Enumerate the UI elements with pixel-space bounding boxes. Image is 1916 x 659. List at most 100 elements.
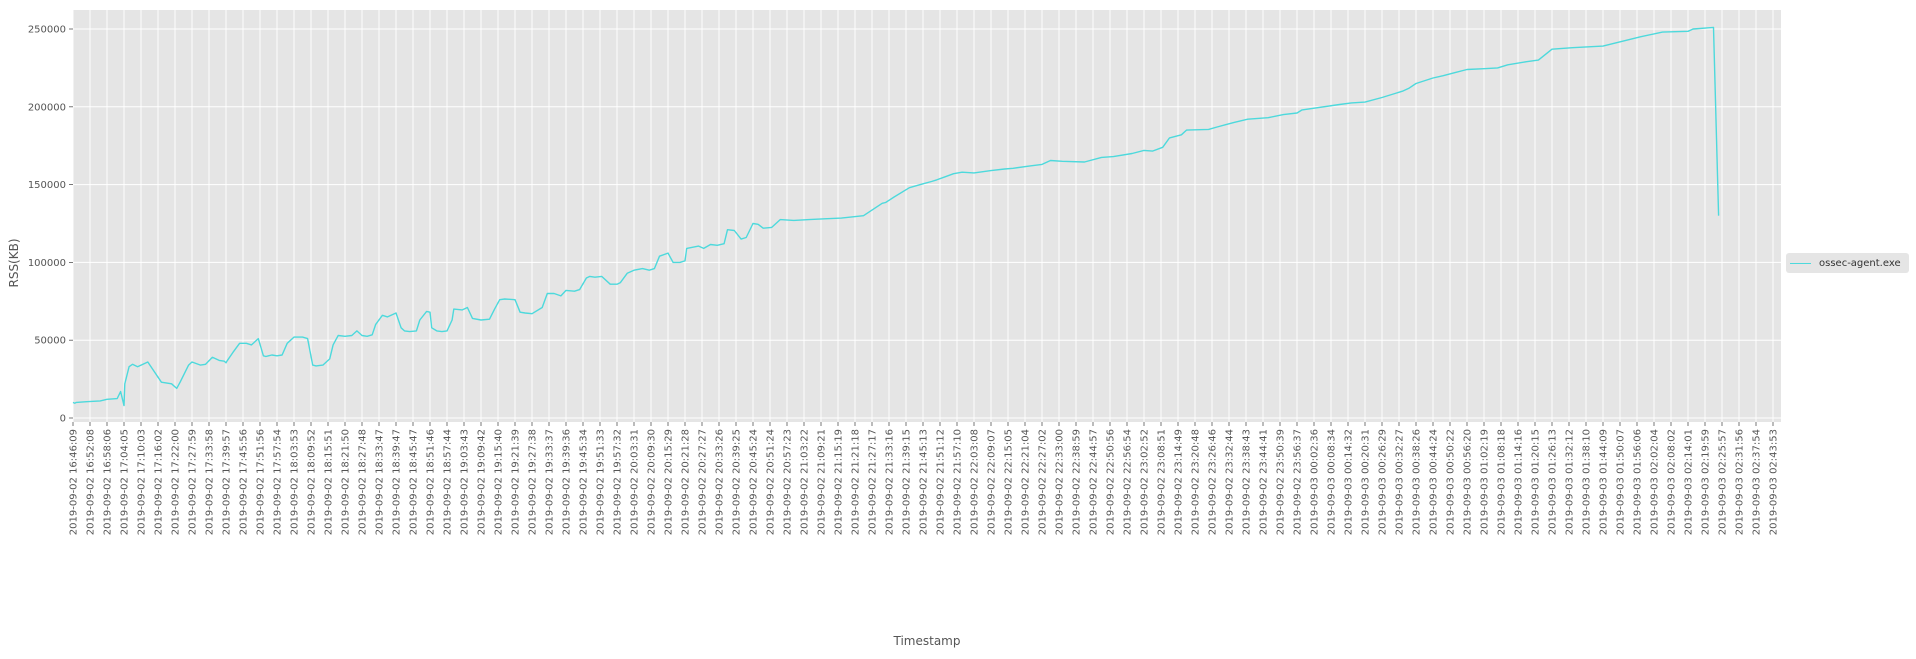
x-tick-label: 2019-09-02 21:09:21 [817, 429, 828, 535]
x-tick-label: 2019-09-02 20:51:24 [766, 429, 777, 535]
x-tick-label: 2019-09-02 18:51:46 [426, 429, 437, 535]
x-tick-label: 2019-09-03 00:20:31 [1361, 429, 1372, 535]
x-tick-label: 2019-09-03 02:25:57 [1718, 429, 1729, 535]
x-tick-label: 2019-09-02 18:21:50 [341, 429, 352, 535]
plot-area [73, 10, 1781, 422]
x-tick-label: 2019-09-02 17:45:56 [239, 429, 250, 535]
x-tick-label: 2019-09-03 00:56:20 [1463, 429, 1474, 535]
x-tick-label: 2019-09-02 18:15:51 [324, 429, 335, 535]
y-axis-title: RSS(KB) [7, 238, 21, 287]
x-tick-label: 2019-09-02 17:10:03 [137, 429, 148, 535]
x-tick-label: 2019-09-02 23:02:52 [1140, 429, 1151, 535]
x-tick-label: 2019-09-03 02:43:53 [1769, 429, 1780, 535]
x-tick-label: 2019-09-02 17:27:59 [188, 429, 199, 535]
x-tick-label: 2019-09-02 22:38:59 [1072, 429, 1083, 535]
x-tick-label: 2019-09-02 21:39:15 [902, 429, 913, 535]
y-tick-label: 100000 [28, 258, 66, 269]
x-tick-label: 2019-09-02 20:21:28 [681, 429, 692, 535]
x-tick-label: 2019-09-03 00:14:32 [1344, 429, 1355, 535]
x-tick-label: 2019-09-02 18:39:47 [392, 429, 403, 535]
x-tick-label: 2019-09-03 00:44:24 [1429, 429, 1440, 535]
x-tick-label: 2019-09-02 18:57:44 [443, 429, 454, 535]
y-tick-label: 0 [60, 414, 66, 425]
x-tick-label: 2019-09-02 19:03:43 [460, 429, 471, 535]
x-tick-label: 2019-09-02 23:56:37 [1293, 429, 1304, 535]
x-tick-label: 2019-09-02 22:27:02 [1038, 429, 1049, 535]
x-tick-label: 2019-09-02 22:44:57 [1089, 429, 1100, 535]
x-tick-label: 2019-09-02 21:57:10 [953, 429, 964, 535]
x-tick-label: 2019-09-02 19:39:36 [562, 429, 573, 535]
x-tick-label: 2019-09-02 19:27:38 [528, 429, 539, 535]
x-tick-label: 2019-09-02 22:56:54 [1123, 429, 1134, 535]
x-tick-label: 2019-09-03 01:50:07 [1616, 429, 1627, 535]
y-tick-label: 150000 [28, 180, 66, 191]
x-tick-label: 2019-09-02 19:21:39 [511, 429, 522, 535]
y-axis: 0 50000 100000 150000 200000 250000 [28, 25, 73, 425]
x-tick-label: 2019-09-02 16:46:09 [69, 429, 80, 535]
x-tick-label: 2019-09-02 17:04:05 [120, 429, 131, 535]
x-axis-title: Timestamp [893, 634, 961, 648]
y-tick-label: 50000 [34, 336, 66, 347]
x-tick-label: 2019-09-02 17:22:00 [171, 429, 182, 535]
x-tick-label: 2019-09-02 19:33:37 [545, 429, 556, 535]
x-tick-label: 2019-09-03 02:08:02 [1667, 429, 1678, 535]
x-tick-label: 2019-09-03 01:56:06 [1633, 429, 1644, 535]
x-tick-label: 2019-09-02 23:38:43 [1242, 429, 1253, 535]
x-tick-label: 2019-09-02 20:27:27 [698, 429, 709, 535]
x-tick-label: 2019-09-02 22:33:00 [1055, 429, 1066, 535]
x-tick-label: 2019-09-02 21:45:13 [919, 429, 930, 535]
x-tick-label: 2019-09-03 00:08:34 [1327, 429, 1338, 535]
x-tick-label: 2019-09-03 01:32:12 [1565, 429, 1576, 535]
x-tick-label: 2019-09-03 00:32:27 [1395, 429, 1406, 535]
x-tick-label: 2019-09-03 01:02:19 [1480, 429, 1491, 535]
x-tick-label: 2019-09-02 18:33:47 [375, 429, 386, 535]
x-tick-label: 2019-09-02 17:57:54 [273, 429, 284, 535]
x-tick-label: 2019-09-03 00:26:29 [1378, 429, 1389, 535]
legend-line-swatch-icon [1790, 262, 1811, 264]
x-tick-label: 2019-09-02 17:33:58 [205, 429, 216, 535]
y-tick-label: 250000 [28, 25, 66, 36]
x-tick-label: 2019-09-02 23:08:51 [1157, 429, 1168, 535]
x-tick-label: 2019-09-02 19:09:42 [477, 429, 488, 535]
x-tick-label: 2019-09-03 02:02:04 [1650, 429, 1661, 535]
x-tick-label: 2019-09-02 19:51:33 [596, 429, 607, 535]
x-tick-label: 2019-09-02 17:16:02 [154, 429, 165, 535]
x-tick-label: 2019-09-02 20:09:30 [647, 429, 658, 535]
x-tick-label: 2019-09-02 21:33:16 [885, 429, 896, 535]
series-line-ossec-agent [72, 26, 1720, 407]
x-tick-label: 2019-09-02 16:52:08 [86, 429, 97, 535]
x-tick-label: 2019-09-02 21:15:19 [834, 429, 845, 535]
x-tick-label: 2019-09-02 20:57:23 [783, 429, 794, 535]
x-tick-label: 2019-09-02 21:51:12 [936, 429, 947, 535]
x-tick-label: 2019-09-02 23:20:48 [1191, 429, 1202, 535]
x-tick-label: 2019-09-03 02:19:59 [1701, 429, 1712, 535]
gridlines [72, 10, 1781, 422]
x-tick-label: 2019-09-02 23:14:49 [1174, 429, 1185, 535]
x-tick-label: 2019-09-02 23:44:41 [1259, 429, 1270, 535]
x-tick-label: 2019-09-02 21:27:17 [868, 429, 879, 535]
x-tick-label: 2019-09-02 20:45:24 [749, 429, 760, 535]
x-tick-label: 2019-09-02 22:03:08 [970, 429, 981, 535]
x-tick-label: 2019-09-02 23:50:39 [1276, 429, 1287, 535]
x-tick-label: 2019-09-03 01:20:15 [1531, 429, 1542, 535]
legend-label: ossec-agent.exe [1819, 257, 1901, 269]
x-tick-label: 2019-09-02 20:33:26 [715, 429, 726, 535]
x-tick-label: 2019-09-02 19:57:32 [613, 429, 624, 535]
x-tick-label: 2019-09-03 02:37:54 [1752, 429, 1763, 535]
x-tick-label: 2019-09-02 20:15:29 [664, 429, 675, 535]
x-tick-label: 2019-09-03 01:08:18 [1497, 429, 1508, 535]
x-tick-label: 2019-09-02 23:26:46 [1208, 429, 1219, 535]
x-tick-label: 2019-09-03 02:31:56 [1735, 429, 1746, 535]
x-tick-label: 2019-09-02 16:58:06 [103, 429, 114, 535]
x-tick-label: 2019-09-03 02:14:01 [1684, 429, 1695, 535]
x-tick-label: 2019-09-02 18:03:53 [290, 429, 301, 535]
x-tick-label: 2019-09-02 22:50:56 [1106, 429, 1117, 535]
x-tick-label: 2019-09-02 18:45:47 [409, 429, 420, 535]
x-tick-label: 2019-09-02 17:51:56 [256, 429, 267, 535]
x-tick-label: 2019-09-02 19:15:40 [494, 429, 505, 535]
x-tick-label: 2019-09-02 22:21:04 [1021, 429, 1032, 535]
x-tick-label: 2019-09-02 21:21:18 [851, 429, 862, 535]
x-tick-label: 2019-09-02 21:03:22 [800, 429, 811, 535]
x-tick-label: 2019-09-02 19:45:34 [579, 429, 590, 535]
